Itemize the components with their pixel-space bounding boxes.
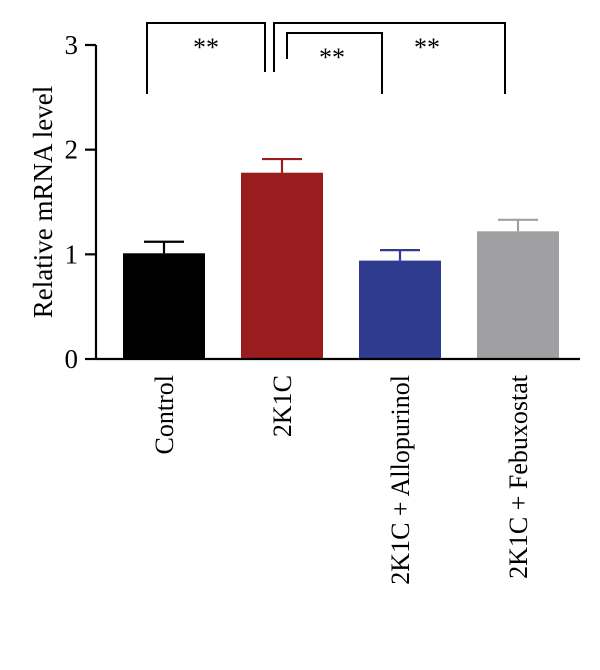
significance-label: ** (319, 43, 345, 72)
significance-bracket (273, 22, 506, 94)
y-tick-label: 0 (65, 344, 79, 374)
bar-3 (477, 231, 559, 359)
significance-bracket (146, 22, 266, 94)
y-tick-label: 2 (65, 135, 79, 165)
bar-0 (123, 253, 205, 359)
bar-1 (241, 172, 323, 359)
y-tick-label: 3 (65, 30, 79, 60)
y-tick-label: 1 (65, 239, 79, 269)
bar-2 (359, 260, 441, 359)
y-axis-label: Relative mRNA level (28, 86, 58, 318)
category-label: 2K1C (268, 375, 297, 437)
category-label: Control (150, 375, 179, 454)
category-label: 2K1C + Febuxostat (504, 374, 533, 579)
significance-label: ** (414, 33, 440, 62)
category-label: 2K1C + Allopurinol (386, 375, 415, 585)
significance-label: ** (193, 33, 219, 62)
significance-bracket (286, 32, 383, 94)
